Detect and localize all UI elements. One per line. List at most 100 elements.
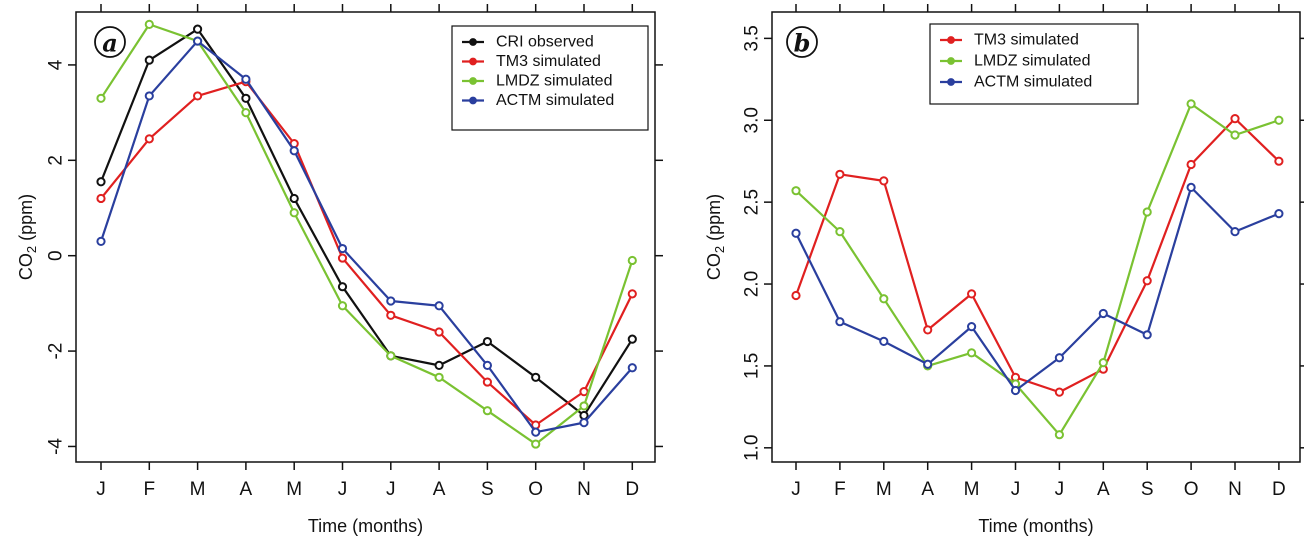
p2-data-point <box>835 227 845 237</box>
p2-legend-entry: ACTM simulated <box>974 74 1092 91</box>
p1-legend-swatch-marker <box>469 57 477 66</box>
p2-x-tick-label: J <box>791 479 801 500</box>
p2-x-tick-label: M <box>876 479 892 500</box>
p2-x-tick-label: A <box>921 479 934 500</box>
p2-x-tick-label: J <box>1055 479 1065 500</box>
p1-y-tick-label: 4 <box>46 59 67 70</box>
panel-a-chart: J F M A M J J A S O N D -4 -2 0 2 4 Time (months) CO2 (ppm… <box>16 4 663 536</box>
p1-x-tick-label: J <box>338 479 348 500</box>
p1-data-point <box>96 177 106 187</box>
p1-data-point <box>434 327 444 337</box>
p1-legend-entry: TM3 simulated <box>496 53 601 70</box>
p2-data-point <box>923 325 933 335</box>
p2-x-tick-label: N <box>1228 479 1242 500</box>
p1-x-tick-label: N <box>577 479 591 500</box>
p2-x-tick-label: S <box>1141 479 1154 500</box>
p1-y-tick-label: -2 <box>46 343 67 360</box>
p1-x-axis-label: Time (months) <box>308 516 423 536</box>
p1-data-point <box>193 24 203 34</box>
p2-x-axis-label: Time (months) <box>978 516 1093 536</box>
p2-y-tick-label: 3.0 <box>742 107 763 133</box>
p1-data-point <box>289 146 299 156</box>
p1-data-point <box>144 91 154 101</box>
p1-data-point <box>241 93 251 103</box>
p2-data-point <box>1186 159 1196 170</box>
p2-data-point <box>791 186 801 196</box>
p1-data-point <box>386 351 396 361</box>
p2-y-tick-label: 2.5 <box>742 189 763 215</box>
p2-data-point <box>1230 227 1240 237</box>
p2-y-tick-label: 1.5 <box>742 353 763 379</box>
p1-data-point <box>337 282 348 292</box>
p1-y-tick-label: 0 <box>46 250 67 261</box>
p1-data-point <box>289 193 299 204</box>
p1-panel-tag-circle <box>94 26 126 58</box>
p1-x-tick-label: M <box>190 479 206 500</box>
p1-data-point <box>482 336 492 347</box>
p2-data-point <box>1186 99 1196 109</box>
p1-x-tick-label: A <box>240 479 253 500</box>
p1-data-point <box>434 301 444 311</box>
p1-series-line-2 <box>100 80 634 427</box>
p2-series-line-1 <box>794 117 1280 394</box>
p1-data-point <box>144 19 154 29</box>
p1-y-axis-label: CO2 (ppm) <box>16 194 39 280</box>
p1-data-point <box>96 193 106 204</box>
p2-data-point <box>967 322 977 332</box>
p2-legend-entry: TM3 simulated <box>974 32 1079 49</box>
p2-data-point <box>791 290 801 301</box>
p2-data-point <box>1142 330 1152 340</box>
p1-x-tick-label: D <box>625 479 639 500</box>
p1-data-point <box>531 427 541 437</box>
p2-y-axis-label: CO2 (ppm) <box>704 194 727 280</box>
p1-legend-box <box>451 25 649 131</box>
p1-legend-swatch-marker <box>469 96 477 105</box>
p1-data-point <box>241 108 251 118</box>
p1-data-point <box>241 74 251 84</box>
p1-data-point <box>579 410 589 421</box>
p1-data-point <box>434 372 444 382</box>
p2-data-point <box>1274 115 1284 125</box>
p1-y-tick-label: -4 <box>46 438 67 455</box>
p1-data-point <box>96 93 106 103</box>
p2-data-point <box>879 294 889 304</box>
p1-x-tick-label: S <box>481 479 494 500</box>
p2-data-point <box>835 169 845 179</box>
p2-data-point <box>1054 430 1065 440</box>
p2-panel-tag-circle <box>786 26 818 58</box>
p1-legend-swatch-marker <box>469 77 477 85</box>
p2-data-point <box>967 289 977 299</box>
p1-x-tick-label: A <box>433 479 446 500</box>
p1-data-point <box>193 36 203 46</box>
p2-legend-entry: LMDZ simulated <box>974 53 1090 70</box>
p2-x-tick-label: J <box>1011 479 1021 500</box>
p1-series-line-1 <box>99 28 634 417</box>
p1-data-point <box>579 418 589 428</box>
p1-data-point <box>386 310 396 320</box>
p1-data-point <box>434 360 444 370</box>
p2-x-tick-label: O <box>1184 479 1199 500</box>
p2-data-point <box>923 359 933 369</box>
p1-data-point <box>579 387 589 397</box>
p1-plot-frame <box>75 11 656 463</box>
p1-data-point <box>144 134 154 144</box>
p2-data-point <box>1098 308 1108 319</box>
p2-x-tick-label: M <box>964 479 980 500</box>
p2-legend-swatch-marker <box>947 57 955 65</box>
p1-data-point <box>482 406 492 416</box>
p2-data-point <box>1274 209 1284 219</box>
p2-plot-frame <box>771 11 1301 463</box>
p1-x-tick-label: J <box>96 479 106 500</box>
p2-legend-swatch-marker <box>947 36 955 44</box>
p2-data-point <box>879 336 889 346</box>
p2-legend-box <box>929 23 1139 105</box>
p1-x-tick-label: O <box>528 479 543 500</box>
p1-x-tick-label: J <box>386 479 396 500</box>
p2-data-point <box>1230 114 1240 124</box>
p1-y-tick-label: 2 <box>46 155 67 166</box>
p2-data-point <box>1054 353 1065 363</box>
p2-data-point <box>879 176 889 186</box>
p1-x-tick-label: F <box>143 479 155 500</box>
p2-panel-tag: b <box>794 29 811 58</box>
